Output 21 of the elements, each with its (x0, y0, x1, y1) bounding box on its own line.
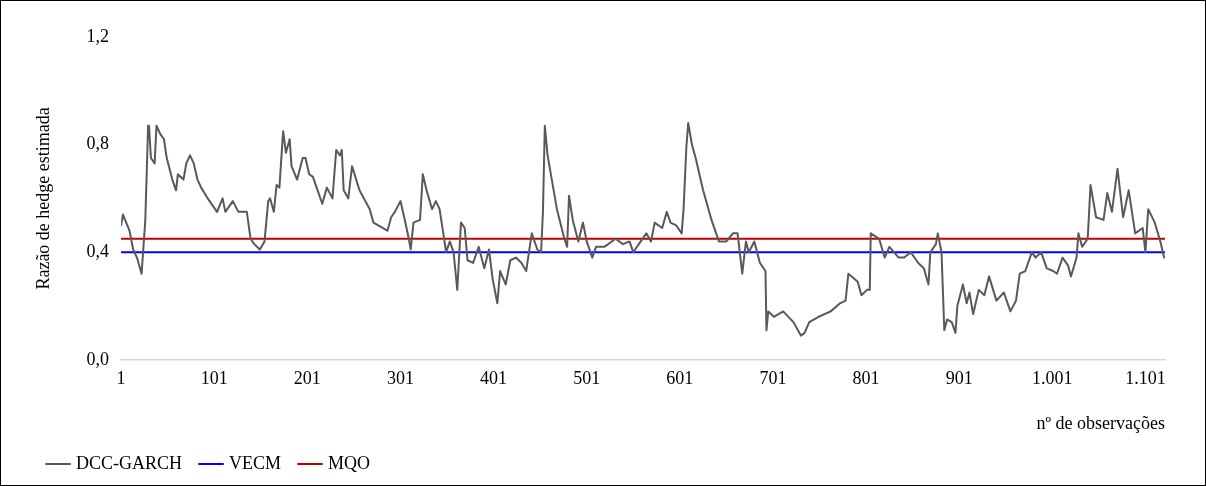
y-tick-label: 1,2 (86, 25, 110, 46)
y-tick-label: 0,0 (86, 348, 110, 369)
x-axis-title: nº de observações (1036, 412, 1165, 433)
x-tick-label: 701 (759, 368, 787, 389)
x-tick-label: 501 (573, 368, 601, 389)
x-tick-label: 601 (666, 368, 694, 389)
x-tick-label: 1 (116, 368, 126, 389)
y-tick-label: 0,8 (86, 133, 110, 154)
x-tick-label: 201 (293, 368, 321, 389)
x-tick-label: 801 (852, 368, 880, 389)
y-axis-title: Razão de hedge estimada (32, 107, 53, 290)
x-tick-label: 401 (480, 368, 508, 389)
x-tick-label: 901 (945, 368, 973, 389)
legend-label: MQO (328, 452, 371, 473)
x-tick-label: 1.001 (1032, 368, 1073, 389)
x-tick-label: 1.101 (1125, 368, 1166, 389)
legend-label: VECM (229, 452, 282, 473)
legend-label: DCC-GARCH (76, 452, 183, 473)
x-tick-label: 101 (200, 368, 228, 389)
y-tick-label: 0,4 (86, 240, 110, 261)
x-tick-label: 301 (386, 368, 414, 389)
